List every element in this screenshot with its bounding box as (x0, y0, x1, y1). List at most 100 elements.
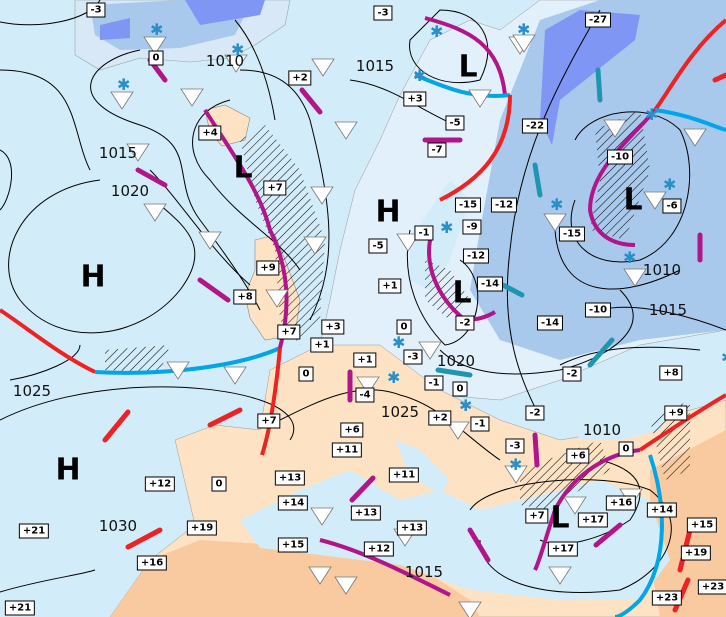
snowflake-icon: ✱ (623, 248, 636, 267)
isobar-label: 1015 (355, 57, 395, 75)
temperature-label: -1 (424, 375, 444, 391)
shower-triangle-icon (512, 34, 536, 53)
temperature-label: 0 (148, 50, 164, 66)
temperature-label: +6 (566, 448, 590, 464)
cold-front-atlantic (94, 346, 281, 375)
shower-triangle-icon (223, 366, 247, 385)
low-pressure-center: L (452, 275, 472, 311)
temperature-label: +8 (233, 289, 257, 305)
shower-triangle-icon (310, 507, 334, 526)
shower-triangle-icon (224, 54, 248, 73)
shower-triangle-icon (310, 186, 334, 205)
isobar-label: 1010 (642, 261, 682, 279)
high-pressure-center: H (375, 194, 401, 230)
temperature-label: -15 (454, 197, 482, 213)
temperature-label: +15 (277, 537, 309, 553)
shower-triangle-icon (603, 119, 627, 138)
occluded-front-iceland (203, 108, 289, 349)
shower-triangle-icon (356, 376, 380, 395)
temperature-label: +2 (288, 70, 312, 86)
shower-triangle-icon (334, 121, 358, 140)
temperature-label: -3 (86, 2, 106, 18)
temperature-label: -12 (490, 197, 518, 213)
adriatic-sea (395, 440, 450, 495)
low-pressure-center: L (623, 182, 643, 218)
isobar-label: 1015 (404, 563, 444, 581)
isobar-label: 1015 (648, 301, 688, 319)
snowflake-icon: ✱ (721, 348, 726, 367)
cold-front-barents (414, 73, 511, 98)
temperature-label: +11 (388, 467, 420, 483)
temperature-label: -5 (445, 115, 465, 131)
snowflake-icon: ✱ (517, 20, 530, 39)
warm-front-russia (653, 18, 726, 112)
temperature-label: +2 (428, 410, 452, 426)
mild-arrow (532, 432, 540, 468)
temperature-label: -10 (606, 149, 634, 165)
temperature-label: -14 (536, 315, 564, 331)
warm-front-turkey (638, 393, 726, 452)
isobar-label: 1025 (12, 382, 52, 400)
temperature-label: -12 (462, 248, 490, 264)
snowflake-icon: ✱ (459, 396, 472, 415)
temperature-label: +8 (659, 365, 683, 381)
snowflake-icon: ✱ (550, 195, 563, 214)
cold-arrow (595, 67, 603, 103)
cold-arrow (435, 367, 473, 378)
snowflake-icon: ✱ (645, 105, 658, 124)
isobar-label: 1020 (436, 352, 476, 370)
temperature-label: +7 (525, 508, 549, 524)
isobar-label: 1020 (110, 182, 150, 200)
shower-triangle-icon (110, 91, 134, 110)
temperature-label: +23 (651, 590, 683, 606)
temperature-label: 0 (211, 476, 227, 492)
shower-symbols (110, 34, 707, 617)
shower-triangle-icon (126, 143, 150, 162)
shower-triangle-icon (166, 361, 190, 380)
temperature-label: 0 (618, 441, 634, 457)
mild-arrow (467, 527, 491, 563)
temperature-label: +13 (274, 470, 306, 486)
temperature-label: +21 (18, 523, 50, 539)
temperature-label: -7 (427, 142, 447, 158)
cold-front-russia (654, 108, 726, 132)
temperature-label: +19 (680, 545, 712, 561)
shower-triangle-icon (143, 36, 167, 55)
temperature-label: 0 (396, 319, 412, 335)
snowflake-icon: ✱ (430, 22, 443, 41)
temperature-label: +3 (403, 91, 427, 107)
temperature-label: +15 (686, 517, 718, 533)
temperature-label: -3 (505, 438, 525, 454)
temperature-label: +23 (697, 579, 726, 595)
temperature-label: -2 (525, 405, 545, 421)
temperature-label: +9 (664, 405, 688, 421)
black-sea (560, 375, 680, 440)
shower-triangle-icon (265, 289, 289, 308)
greenland-ice-core (100, 0, 265, 40)
shower-triangle-icon (143, 203, 167, 222)
temperature-label: +21 (4, 600, 36, 616)
temperature-label: +7 (263, 180, 287, 196)
mild-arrow (299, 87, 323, 115)
weather-fronts (0, 16, 726, 617)
occluded-front-russia (587, 108, 657, 247)
temperature-label: +12 (144, 476, 176, 492)
shower-triangle-icon (683, 128, 707, 147)
mild-arrow (135, 167, 168, 188)
temperature-label: -6 (662, 198, 682, 214)
temperature-label: +7 (257, 413, 281, 429)
precipitation-areas (105, 110, 690, 510)
isobar-label: 1010 (582, 421, 622, 439)
occluded-front-greece (533, 448, 641, 571)
temperature-label: -9 (462, 219, 482, 235)
warm-front-atlantic (0, 308, 96, 374)
temperature-label: -14 (476, 276, 504, 292)
temperature-label: +9 (256, 260, 280, 276)
temperature-label: -15 (558, 226, 586, 242)
snowflake-icon: ✱ (392, 333, 405, 352)
temperature-label: +6 (340, 422, 364, 438)
high-pressure-center: H (55, 452, 81, 488)
temperature-label: +12 (363, 541, 395, 557)
isobar-label: 1015 (98, 144, 138, 162)
low-pressure-center: L (458, 49, 478, 85)
